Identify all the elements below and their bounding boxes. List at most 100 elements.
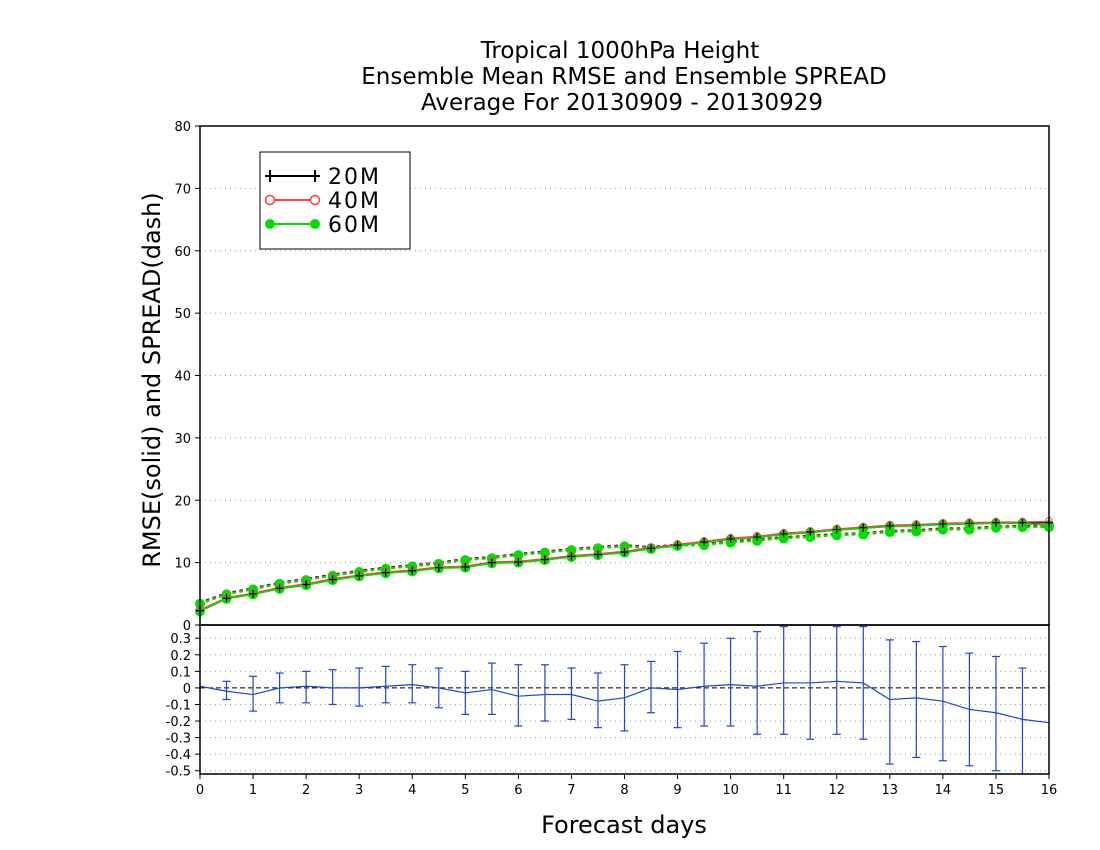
difference-line xyxy=(199,680,1050,724)
chart-title-line-3: Average For 20130909 - 20130929 xyxy=(421,90,823,116)
legend-marker-filled-circle xyxy=(310,219,320,229)
legend-marker-plus xyxy=(265,170,275,182)
point-20M xyxy=(912,521,921,530)
legend-marker-open-circle xyxy=(264,194,276,206)
point-20M xyxy=(408,566,417,575)
x-tick-label: 16 xyxy=(1041,783,1058,798)
y-tick-label: 20 xyxy=(174,494,191,509)
y-tick-label: 40 xyxy=(174,370,191,385)
x-tick-label: 14 xyxy=(935,783,952,798)
rmse-line-40M xyxy=(199,520,1050,611)
point-20M xyxy=(885,521,894,530)
point-60M-spread xyxy=(513,550,524,561)
point-20M xyxy=(779,529,788,538)
point-20M xyxy=(514,558,523,567)
y-tick-label: 0 xyxy=(183,682,191,697)
x-tick-label: 3 xyxy=(355,783,363,798)
x-tick-label: 5 xyxy=(461,783,469,798)
spread-line-40M xyxy=(199,525,1050,605)
point-60M-spread xyxy=(990,522,1001,533)
rmse-line-60M xyxy=(199,522,1050,612)
x-tick-label: 13 xyxy=(882,783,899,798)
point-20M xyxy=(567,552,576,561)
legend-marker-filled-circle xyxy=(265,219,275,229)
point-60M-spread xyxy=(911,526,922,537)
legend-label: 20M xyxy=(328,165,381,190)
x-tick-label: 8 xyxy=(620,783,628,798)
point-60M-spread xyxy=(858,529,869,540)
point-20M xyxy=(673,541,682,550)
point-20M xyxy=(938,519,947,528)
y-tick-label: -0.3 xyxy=(166,732,191,747)
x-tick-label: 9 xyxy=(673,783,681,798)
point-60M-spread xyxy=(884,527,895,538)
point-20M xyxy=(726,534,735,543)
y-tick-label: 0.3 xyxy=(170,632,191,647)
y-tick-label: 0.2 xyxy=(170,649,191,664)
x-tick-label: 2 xyxy=(302,783,310,798)
x-tick-label: 10 xyxy=(722,783,739,798)
y-tick-label: 0 xyxy=(183,619,191,634)
difference-panel: 0.30.20.10-0.1-0.2-0.3-0.4-0.50 1 2 3 4 5 6 7 8 9… xyxy=(166,624,1058,798)
point-20M xyxy=(487,558,496,567)
legend-label: 60M xyxy=(328,213,381,238)
y-tick-label: -0.2 xyxy=(166,715,191,730)
x-tick-label: 0 xyxy=(196,783,204,798)
y-tick-label: 30 xyxy=(174,432,191,447)
point-60M-spread xyxy=(539,547,550,558)
point-20M xyxy=(302,580,311,589)
point-60M-spread xyxy=(460,555,471,566)
point-20M xyxy=(593,550,602,559)
rmse-line-20M xyxy=(199,521,1049,612)
spread-line-60M xyxy=(199,526,1050,605)
chart-title-line-2: Ensemble Mean RMSE and Ensemble SPREAD xyxy=(361,64,886,90)
point-20M xyxy=(647,544,656,553)
legend-marker-plus xyxy=(310,170,320,182)
x-tick-label: 1 xyxy=(249,783,257,798)
point-20M xyxy=(249,589,258,598)
x-tick-label: 12 xyxy=(828,783,845,798)
point-20M xyxy=(328,575,337,584)
point-20M xyxy=(700,538,709,547)
point-20M xyxy=(859,523,868,532)
y-tick-label: 80 xyxy=(174,120,191,135)
legend-label: 40M xyxy=(328,189,381,214)
y-tick-label: -0.4 xyxy=(166,748,191,763)
point-20M xyxy=(991,518,1000,527)
point-60M-spread xyxy=(831,530,842,541)
y-tick-label: 50 xyxy=(174,307,191,322)
x-tick-label: 6 xyxy=(514,783,522,798)
x-tick-label: 4 xyxy=(408,783,416,798)
spread-line-20M xyxy=(199,524,1050,604)
point-20M xyxy=(965,519,974,528)
x-tick-label: 7 xyxy=(567,783,575,798)
point-20M xyxy=(222,594,231,603)
x-tick-label: 15 xyxy=(988,783,1005,798)
point-60M-spread xyxy=(964,524,975,535)
y-tick-label: -0.5 xyxy=(166,765,191,780)
y-tick-label: 70 xyxy=(174,182,191,197)
legend-marker-open-circle xyxy=(309,194,321,206)
point-60M-spread xyxy=(937,524,948,535)
point-60M-spread xyxy=(778,533,789,544)
point-20M xyxy=(461,562,470,571)
point-20M xyxy=(275,584,284,593)
y-tick-label: 60 xyxy=(174,245,191,260)
point-20M xyxy=(434,563,443,572)
point-20M xyxy=(540,555,549,564)
point-20M xyxy=(355,571,364,580)
y-tick-label: 0.1 xyxy=(170,665,191,680)
point-20M xyxy=(381,568,390,577)
y-tick-label: -0.1 xyxy=(166,698,191,713)
point-20M xyxy=(1018,518,1027,527)
x-tick-label: 11 xyxy=(775,783,792,798)
y-axis-label: RMSE(solid) and SPREAD(dash) xyxy=(138,192,166,568)
rmse-spread-panel: 0 10 20 30 40 50 60 70 80 xyxy=(174,120,1054,634)
x-axis-label: Forecast days xyxy=(541,811,707,839)
point-20M xyxy=(753,533,762,542)
point-60M-spread xyxy=(1017,522,1028,533)
point-20M xyxy=(832,525,841,534)
point-60M-spread xyxy=(805,532,816,543)
